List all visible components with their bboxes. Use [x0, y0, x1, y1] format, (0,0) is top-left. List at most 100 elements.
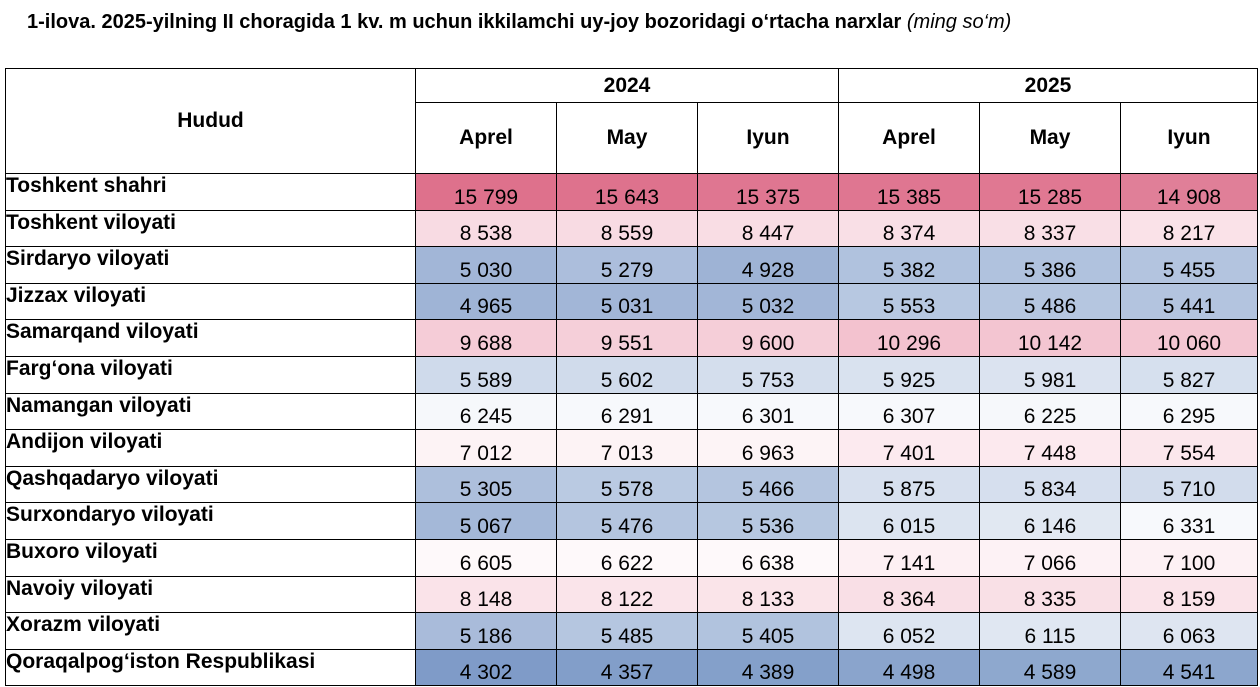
price-cell: 6 963: [697, 429, 839, 467]
price-cell: 5 405: [697, 612, 839, 650]
price-cell: 4 928: [697, 246, 839, 284]
price-cell: 5 476: [556, 502, 698, 540]
price-cell: 5 485: [556, 612, 698, 650]
price-cell: 6 331: [1120, 502, 1258, 540]
price-cell: 15 285: [979, 173, 1121, 211]
table-row: Xorazm viloyati 5 186 5 485 5 405 6 052 6 115…: [5, 612, 1258, 650]
month-header: Iyun: [1120, 102, 1258, 174]
region-name: Qashqadaryo viloyati: [5, 465, 416, 504]
price-cell: 7 066: [979, 538, 1121, 577]
region-name: Navoiy viloyati: [5, 575, 416, 614]
price-cell: 5 710: [1120, 465, 1258, 504]
price-cell: 14 908: [1120, 173, 1258, 211]
region-name: Buxoro viloyati: [5, 538, 416, 577]
table-row: Buxoro viloyati 6 605 6 622 6 638 7 141 7 066…: [5, 538, 1258, 577]
price-cell: 5 589: [415, 355, 557, 394]
price-cell: 6 015: [838, 502, 980, 540]
price-cell: 6 638: [697, 538, 839, 577]
region-name: Toshkent shahri: [5, 173, 416, 211]
table-row: Toshkent viloyati 8 538 8 559 8 447 8 374 8 3…: [5, 209, 1258, 248]
year-header-2024: 2024: [415, 68, 839, 103]
price-cell: 9 600: [697, 319, 839, 357]
price-cell: 6 605: [415, 538, 557, 577]
region-name: Qoraqalpog‘iston Respublikasi: [5, 648, 416, 687]
price-cell: 10 296: [838, 319, 980, 357]
price-cell: 6 301: [697, 392, 839, 431]
price-cell: 9 688: [415, 319, 557, 357]
price-cell: 6 146: [979, 502, 1121, 540]
region-header: Hudud: [5, 68, 416, 174]
price-cell: 5 827: [1120, 355, 1258, 394]
price-cell: 5 067: [415, 502, 557, 540]
region-name: Toshkent viloyati: [5, 209, 416, 248]
month-header: May: [556, 102, 698, 174]
month-header: Aprel: [838, 102, 980, 174]
table-row: Samarqand viloyati 9 688 9 551 9 600 10 296 1…: [5, 319, 1258, 357]
page-title: 1-ilova. 2025-yilning II choragida 1 kv.…: [27, 11, 1011, 34]
price-cell: 7 401: [838, 429, 980, 467]
price-cell: 8 364: [838, 575, 980, 614]
price-cell: 15 385: [838, 173, 980, 211]
price-cell: 6 622: [556, 538, 698, 577]
price-cell: 15 375: [697, 173, 839, 211]
price-cell: 4 965: [415, 282, 557, 321]
price-table: Hudud 2024 2025 Aprel May Iyun Aprel May…: [5, 68, 1258, 687]
price-cell: 5 602: [556, 355, 698, 394]
price-cell: 7 012: [415, 429, 557, 467]
price-cell: 6 063: [1120, 612, 1258, 650]
price-cell: 5 031: [556, 282, 698, 321]
price-cell: 6 052: [838, 612, 980, 650]
title-unit: (ming so‘m): [906, 11, 1012, 33]
price-cell: 8 122: [556, 575, 698, 614]
price-cell: 5 578: [556, 465, 698, 504]
price-cell: 7 100: [1120, 538, 1258, 577]
region-name: Namangan viloyati: [5, 392, 416, 431]
price-cell: 6 115: [979, 612, 1121, 650]
price-cell: 5 186: [415, 612, 557, 650]
price-cell: 8 335: [979, 575, 1121, 614]
price-cell: 6 307: [838, 392, 980, 431]
price-cell: 4 498: [838, 648, 980, 687]
price-cell: 5 455: [1120, 246, 1258, 284]
price-cell: 7 141: [838, 538, 980, 577]
price-cell: 8 133: [697, 575, 839, 614]
price-cell: 8 538: [415, 209, 557, 248]
price-cell: 7 013: [556, 429, 698, 467]
table-row: Toshkent shahri 15 799 15 643 15 375 15 385 1…: [5, 173, 1258, 211]
price-cell: 5 030: [415, 246, 557, 284]
price-cell: 7 448: [979, 429, 1121, 467]
price-cell: 5 486: [979, 282, 1121, 321]
price-cell: 8 337: [979, 209, 1121, 248]
price-cell: 8 447: [697, 209, 839, 248]
year-header-2025: 2025: [838, 68, 1258, 103]
price-cell: 8 217: [1120, 209, 1258, 248]
price-cell: 5 305: [415, 465, 557, 504]
price-cell: 5 875: [838, 465, 980, 504]
region-name: Surxondaryo viloyati: [5, 502, 416, 540]
price-cell: 8 148: [415, 575, 557, 614]
price-cell: 5 386: [979, 246, 1121, 284]
table-row: Sirdaryo viloyati 5 030 5 279 4 928 5 382 5 3…: [5, 246, 1258, 284]
month-header: May: [979, 102, 1121, 174]
table-row: Farg‘ona viloyati 5 589 5 602 5 753 5 925 5 9…: [5, 355, 1258, 394]
region-name: Andijon viloyati: [5, 429, 416, 467]
price-cell: 5 441: [1120, 282, 1258, 321]
price-cell: 4 589: [979, 648, 1121, 687]
month-header: Iyun: [697, 102, 839, 174]
region-name: Xorazm viloyati: [5, 612, 416, 650]
price-cell: 6 295: [1120, 392, 1258, 431]
price-cell: 6 245: [415, 392, 557, 431]
price-cell: 5 536: [697, 502, 839, 540]
table-row: Andijon viloyati 7 012 7 013 6 963 7 401 7 44…: [5, 429, 1258, 467]
price-cell: 10 142: [979, 319, 1121, 357]
price-cell: 8 559: [556, 209, 698, 248]
table-row: Surxondaryo viloyati 5 067 5 476 5 536 6 015…: [5, 502, 1258, 540]
price-cell: 4 389: [697, 648, 839, 687]
table-row: Jizzax viloyati 4 965 5 031 5 032 5 553 5 486…: [5, 282, 1258, 321]
price-cell: 5 382: [838, 246, 980, 284]
price-cell: 6 291: [556, 392, 698, 431]
price-cell: 5 981: [979, 355, 1121, 394]
region-name: Farg‘ona viloyati: [5, 355, 416, 394]
table-row: Navoiy viloyati 8 148 8 122 8 133 8 364 8 335…: [5, 575, 1258, 614]
table-row: Qoraqalpog‘iston Respublikasi 4 302 4 357 4…: [5, 648, 1258, 687]
